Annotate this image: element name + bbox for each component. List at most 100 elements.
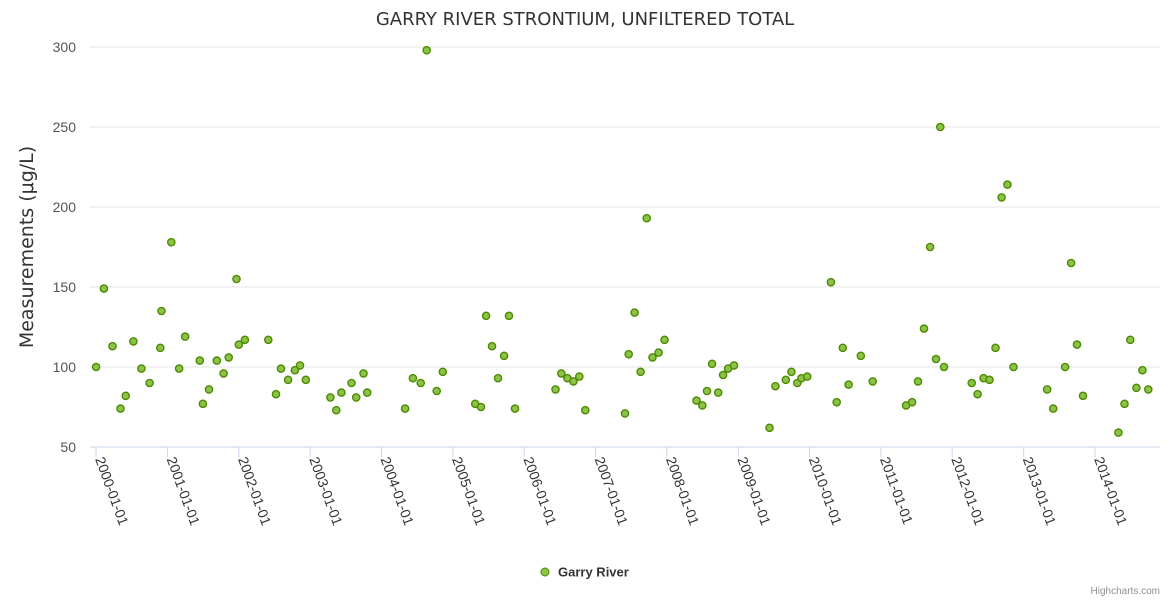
data-point[interactable]: [121, 391, 130, 401]
data-point[interactable]: [557, 369, 566, 378]
data-point[interactable]: [802, 372, 812, 381]
data-point[interactable]: [137, 364, 146, 373]
data-point[interactable]: [985, 375, 994, 385]
data-point[interactable]: [1144, 385, 1153, 394]
data-point[interactable]: [510, 404, 520, 413]
data-point[interactable]: [438, 367, 448, 377]
data-point[interactable]: [422, 45, 432, 55]
data-point[interactable]: [569, 377, 578, 386]
data-point[interactable]: [660, 335, 669, 345]
data-point[interactable]: [271, 389, 281, 399]
data-point[interactable]: [781, 375, 791, 385]
data-point[interactable]: [487, 341, 497, 351]
data-point[interactable]: [718, 370, 728, 380]
data-point[interactable]: [936, 122, 945, 132]
data-point[interactable]: [698, 401, 707, 410]
data-point[interactable]: [991, 343, 1000, 353]
data-point[interactable]: [129, 337, 138, 346]
data-point[interactable]: [331, 405, 341, 415]
data-point[interactable]: [337, 388, 346, 397]
data-point[interactable]: [295, 361, 305, 370]
data-point[interactable]: [856, 351, 866, 361]
data-point[interactable]: [347, 378, 356, 388]
data-point[interactable]: [91, 362, 101, 372]
data-point[interactable]: [973, 389, 982, 399]
data-point[interactable]: [1009, 362, 1018, 372]
data-point[interactable]: [400, 404, 410, 413]
data-point[interactable]: [1114, 428, 1123, 437]
data-point[interactable]: [283, 375, 293, 385]
data-point[interactable]: [729, 361, 739, 370]
data-point[interactable]: [551, 385, 560, 394]
data-point[interactable]: [408, 373, 418, 383]
data-point[interactable]: [99, 284, 109, 293]
data-point[interactable]: [913, 377, 923, 386]
data-point[interactable]: [276, 364, 286, 373]
data-point[interactable]: [155, 343, 165, 353]
data-point[interactable]: [326, 393, 335, 402]
legend-item-garry-river[interactable]: Garry River: [558, 565, 629, 580]
data-point[interactable]: [838, 343, 848, 353]
data-point[interactable]: [180, 332, 190, 341]
data-point[interactable]: [832, 397, 842, 407]
data-point[interactable]: [224, 353, 233, 362]
data-point[interactable]: [416, 378, 426, 388]
data-point[interactable]: [499, 351, 509, 361]
data-point[interactable]: [240, 335, 250, 345]
data-point[interactable]: [630, 308, 639, 317]
data-point[interactable]: [713, 388, 723, 397]
data-point[interactable]: [157, 306, 166, 316]
data-point[interactable]: [1072, 340, 1082, 349]
data-point[interactable]: [219, 369, 228, 378]
data-point[interactable]: [692, 396, 701, 405]
data-point[interactable]: [636, 367, 645, 377]
data-point[interactable]: [1048, 404, 1058, 413]
data-point[interactable]: [624, 349, 634, 359]
data-point[interactable]: [826, 277, 836, 287]
data-point[interactable]: [1126, 335, 1135, 345]
data-point[interactable]: [931, 354, 941, 364]
data-point[interactable]: [351, 393, 361, 402]
data-point[interactable]: [174, 364, 184, 373]
data-point[interactable]: [1120, 399, 1129, 409]
data-point[interactable]: [575, 372, 584, 381]
data-point[interactable]: [1132, 383, 1141, 393]
data-point[interactable]: [166, 237, 176, 247]
data-point[interactable]: [939, 362, 949, 372]
data-point[interactable]: [654, 348, 663, 357]
data-point[interactable]: [1138, 365, 1147, 375]
data-point[interactable]: [868, 377, 878, 386]
data-point[interactable]: [198, 399, 208, 409]
data-point[interactable]: [620, 409, 630, 418]
data-point[interactable]: [232, 274, 241, 284]
data-point[interactable]: [997, 193, 1006, 202]
data-point[interactable]: [919, 324, 929, 333]
data-point[interactable]: [432, 386, 442, 396]
data-point[interactable]: [1042, 385, 1052, 394]
data-point[interactable]: [844, 380, 853, 389]
data-point[interactable]: [771, 381, 780, 391]
data-point[interactable]: [581, 405, 590, 415]
data-point[interactable]: [116, 404, 125, 413]
data-point[interactable]: [493, 373, 503, 383]
data-point[interactable]: [263, 335, 273, 345]
data-point[interactable]: [359, 369, 368, 378]
data-point[interactable]: [925, 242, 935, 252]
data-point[interactable]: [476, 402, 486, 412]
data-point[interactable]: [1003, 180, 1012, 189]
data-point[interactable]: [1078, 391, 1088, 401]
data-point[interactable]: [504, 311, 514, 321]
data-point[interactable]: [108, 341, 117, 351]
data-point[interactable]: [362, 388, 372, 397]
data-point[interactable]: [648, 353, 657, 362]
data-point[interactable]: [145, 378, 154, 388]
data-point[interactable]: [234, 340, 244, 349]
data-point[interactable]: [1060, 362, 1070, 372]
data-point[interactable]: [290, 365, 300, 375]
data-point[interactable]: [1066, 258, 1076, 268]
data-point[interactable]: [195, 356, 205, 365]
data-point[interactable]: [212, 356, 222, 365]
data-point[interactable]: [301, 375, 311, 385]
credits-link[interactable]: Highcharts.com: [1091, 586, 1160, 597]
data-point[interactable]: [481, 311, 491, 321]
